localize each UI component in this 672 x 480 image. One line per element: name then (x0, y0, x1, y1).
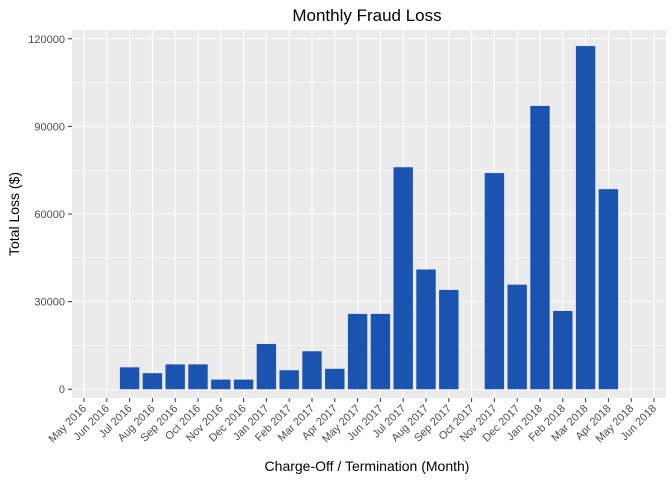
y-tick-label: 60000 (34, 209, 65, 221)
bar-oct-2016 (188, 364, 208, 390)
grid-lines (72, 30, 666, 398)
bar-sep-2017 (439, 289, 459, 390)
bar-jul-2017 (393, 167, 413, 390)
bar-aug-2016 (142, 373, 163, 390)
bar-mar-2017 (302, 351, 322, 390)
x-axis-title: Charge-Off / Termination (Month) (265, 458, 470, 474)
y-tick-label: 90000 (34, 121, 65, 133)
bar-jul-2016 (119, 367, 140, 390)
bar-dec-2017 (507, 284, 527, 390)
bar-jan-2017 (256, 343, 277, 390)
y-tick-label: 120000 (28, 34, 65, 46)
bar-feb-2017 (279, 370, 299, 390)
y-tick-label: 0 (59, 384, 65, 396)
bar-nov-2017 (484, 173, 505, 390)
bars (119, 46, 619, 390)
bar-aug-2017 (416, 269, 436, 390)
bar-nov-2016 (211, 379, 231, 390)
bar-sep-2016 (165, 364, 185, 390)
bar-may-2017 (347, 313, 368, 390)
bar-mar-2018 (575, 46, 596, 390)
bar-apr-2017 (325, 368, 345, 390)
bar-feb-2018 (553, 310, 573, 390)
bar-dec-2016 (233, 379, 254, 390)
chart-title: Monthly Fraud Loss (292, 6, 441, 25)
bar-jun-2017 (370, 313, 391, 390)
y-axis: 0 30000 60000 90000 120000 (28, 34, 72, 396)
y-tick-label: 30000 (34, 297, 65, 309)
bar-jan-2018 (530, 105, 550, 390)
y-axis-title: Total Loss ($) (6, 172, 22, 256)
bar-apr-2018 (598, 189, 619, 390)
